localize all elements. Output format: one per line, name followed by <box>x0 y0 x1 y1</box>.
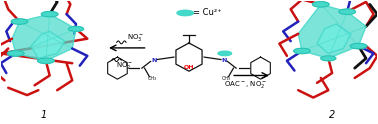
Circle shape <box>313 2 329 7</box>
Circle shape <box>11 19 28 24</box>
Text: N: N <box>152 58 157 63</box>
Polygon shape <box>12 14 76 61</box>
Text: CH₃: CH₃ <box>147 76 156 81</box>
Circle shape <box>68 26 84 31</box>
Circle shape <box>177 10 194 16</box>
Circle shape <box>8 51 24 56</box>
Circle shape <box>350 43 367 49</box>
Circle shape <box>37 58 54 63</box>
Polygon shape <box>298 4 366 58</box>
Text: N: N <box>221 58 226 63</box>
Text: 1: 1 <box>41 110 47 120</box>
Polygon shape <box>317 24 351 53</box>
Text: NO$_2^-$: NO$_2^-$ <box>116 60 134 71</box>
Circle shape <box>294 48 310 54</box>
Circle shape <box>218 51 232 56</box>
Text: OAC$^-$, NO$_2^-$: OAC$^-$, NO$_2^-$ <box>224 79 267 90</box>
Polygon shape <box>31 31 65 58</box>
Circle shape <box>339 9 355 14</box>
Circle shape <box>321 56 336 61</box>
Text: OH: OH <box>184 65 194 70</box>
Text: CH₃: CH₃ <box>222 76 231 81</box>
Text: 2: 2 <box>329 110 335 120</box>
Text: NO$_3^-$: NO$_3^-$ <box>127 32 144 43</box>
Text: = Cu²⁺: = Cu²⁺ <box>193 8 222 17</box>
Circle shape <box>41 12 58 17</box>
